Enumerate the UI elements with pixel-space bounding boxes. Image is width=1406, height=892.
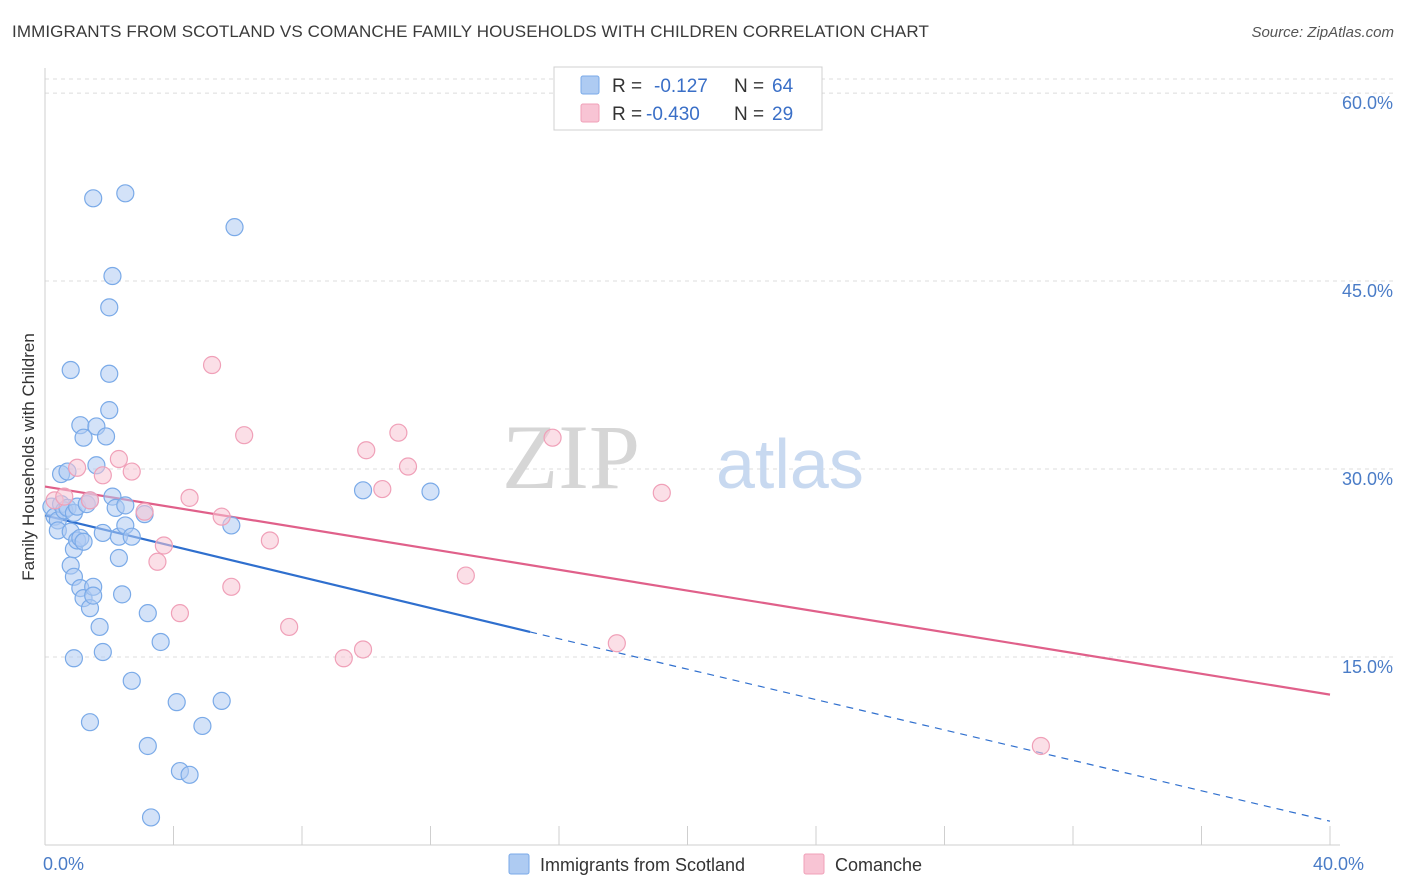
series-legend-label-comanche: Comanche bbox=[835, 855, 922, 875]
watermark: ZIP atlas bbox=[502, 406, 864, 508]
legend-n-value-2: 29 bbox=[772, 104, 793, 125]
x-tick-label-1: 40.0% bbox=[1313, 854, 1364, 874]
trend-lines bbox=[44, 485, 1331, 822]
series-legend: Immigrants from Scotland Comanche bbox=[508, 853, 922, 875]
point-1-27 bbox=[652, 483, 671, 502]
point-0-30 bbox=[84, 586, 103, 605]
point-0-49 bbox=[122, 671, 141, 690]
point-0-29 bbox=[84, 189, 103, 208]
point-0-43 bbox=[109, 548, 128, 568]
tick-labels: 15.0% 30.0% 45.0% 60.0% 0.0% 40.0% bbox=[43, 93, 1393, 874]
point-0-60 bbox=[212, 691, 231, 710]
point-0-17 bbox=[64, 649, 84, 668]
trend-line-1 bbox=[44, 485, 1331, 696]
point-1-21 bbox=[373, 479, 392, 499]
point-1-24 bbox=[456, 566, 475, 585]
point-0-37 bbox=[100, 364, 119, 383]
y-tick-label-2: 45.0% bbox=[1342, 281, 1393, 301]
point-0-62 bbox=[225, 218, 244, 237]
point-0-52 bbox=[138, 604, 157, 623]
legend-r-value-2: -0.430 bbox=[646, 104, 700, 125]
point-1-8 bbox=[148, 552, 167, 571]
series-legend-label-scotland: Immigrants from Scotland bbox=[540, 855, 745, 875]
point-1-6 bbox=[122, 462, 141, 481]
point-0-47 bbox=[116, 496, 135, 515]
gridlines bbox=[45, 78, 1395, 658]
point-0-33 bbox=[90, 617, 109, 637]
point-0-64 bbox=[421, 482, 440, 501]
point-1-13 bbox=[212, 507, 231, 526]
point-1-4 bbox=[93, 466, 112, 485]
point-0-39 bbox=[100, 401, 119, 420]
point-0-63 bbox=[353, 481, 373, 500]
point-0-41 bbox=[103, 266, 122, 286]
y-tick-label-1: 30.0% bbox=[1342, 469, 1393, 489]
point-1-16 bbox=[260, 531, 279, 550]
trend-line-extension-0 bbox=[529, 631, 1331, 822]
point-0-34 bbox=[93, 523, 112, 543]
point-1-9 bbox=[154, 536, 173, 555]
point-1-18 bbox=[334, 649, 353, 668]
point-0-38 bbox=[100, 298, 119, 317]
point-0-50 bbox=[122, 527, 141, 546]
point-0-23 bbox=[74, 428, 93, 447]
data-points bbox=[42, 184, 1050, 827]
point-1-12 bbox=[202, 355, 222, 375]
point-1-17 bbox=[280, 617, 299, 637]
legend-r-value-1: -0.127 bbox=[654, 76, 708, 97]
point-0-35 bbox=[93, 642, 112, 662]
y-tick-label-3: 60.0% bbox=[1342, 93, 1393, 113]
point-1-25 bbox=[543, 428, 562, 447]
point-1-15 bbox=[235, 426, 254, 445]
point-1-26 bbox=[607, 634, 626, 653]
point-1-14 bbox=[222, 577, 241, 596]
point-0-45 bbox=[112, 585, 132, 604]
point-1-23 bbox=[398, 457, 418, 476]
axes bbox=[44, 68, 1340, 846]
legend-n-label-1: N = bbox=[734, 76, 764, 97]
point-1-10 bbox=[170, 604, 190, 623]
y-tick-label-0: 15.0% bbox=[1342, 657, 1393, 677]
series-legend-swatch-scotland bbox=[508, 853, 530, 875]
legend-n-label-2: N = bbox=[734, 104, 764, 125]
point-0-36 bbox=[96, 427, 116, 446]
legend-r-label-2: R = bbox=[612, 104, 642, 125]
point-0-19 bbox=[74, 532, 93, 551]
point-1-7 bbox=[135, 502, 154, 521]
stats-legend: R = -0.127 N = 64 R = -0.430 N = 29 bbox=[553, 66, 823, 131]
point-0-58 bbox=[180, 765, 199, 784]
source-label: Source: ZipAtlas.com bbox=[1251, 24, 1394, 41]
point-0-56 bbox=[167, 693, 186, 712]
legend-swatch-scotland bbox=[580, 75, 600, 95]
legend-n-value-1: 64 bbox=[772, 76, 794, 97]
point-0-55 bbox=[151, 632, 170, 652]
point-0-14 bbox=[61, 360, 80, 380]
point-0-53 bbox=[138, 736, 157, 756]
series-legend-swatch-comanche bbox=[803, 853, 825, 875]
point-0-27 bbox=[80, 713, 100, 732]
x-tick-label-0: 0.0% bbox=[43, 854, 84, 874]
point-1-20 bbox=[357, 441, 376, 460]
legend-swatch-comanche bbox=[580, 103, 600, 123]
y-axis-label: Family Households with Children bbox=[19, 333, 38, 581]
point-1-5 bbox=[109, 449, 128, 469]
point-1-1 bbox=[55, 487, 74, 506]
point-1-3 bbox=[80, 491, 100, 510]
point-1-2 bbox=[68, 458, 87, 477]
watermark-atlas: atlas bbox=[716, 425, 864, 503]
legend-r-label-1: R = bbox=[612, 76, 642, 97]
point-1-28 bbox=[1031, 736, 1050, 756]
point-0-54 bbox=[141, 808, 161, 827]
point-0-59 bbox=[193, 716, 212, 736]
chart-title: IMMIGRANTS FROM SCOTLAND VS COMANCHE FAM… bbox=[12, 22, 929, 41]
point-1-22 bbox=[389, 423, 408, 442]
point-1-19 bbox=[353, 640, 373, 659]
point-1-11 bbox=[180, 488, 199, 507]
point-0-48 bbox=[116, 184, 135, 203]
watermark-zip: ZIP bbox=[502, 406, 640, 508]
